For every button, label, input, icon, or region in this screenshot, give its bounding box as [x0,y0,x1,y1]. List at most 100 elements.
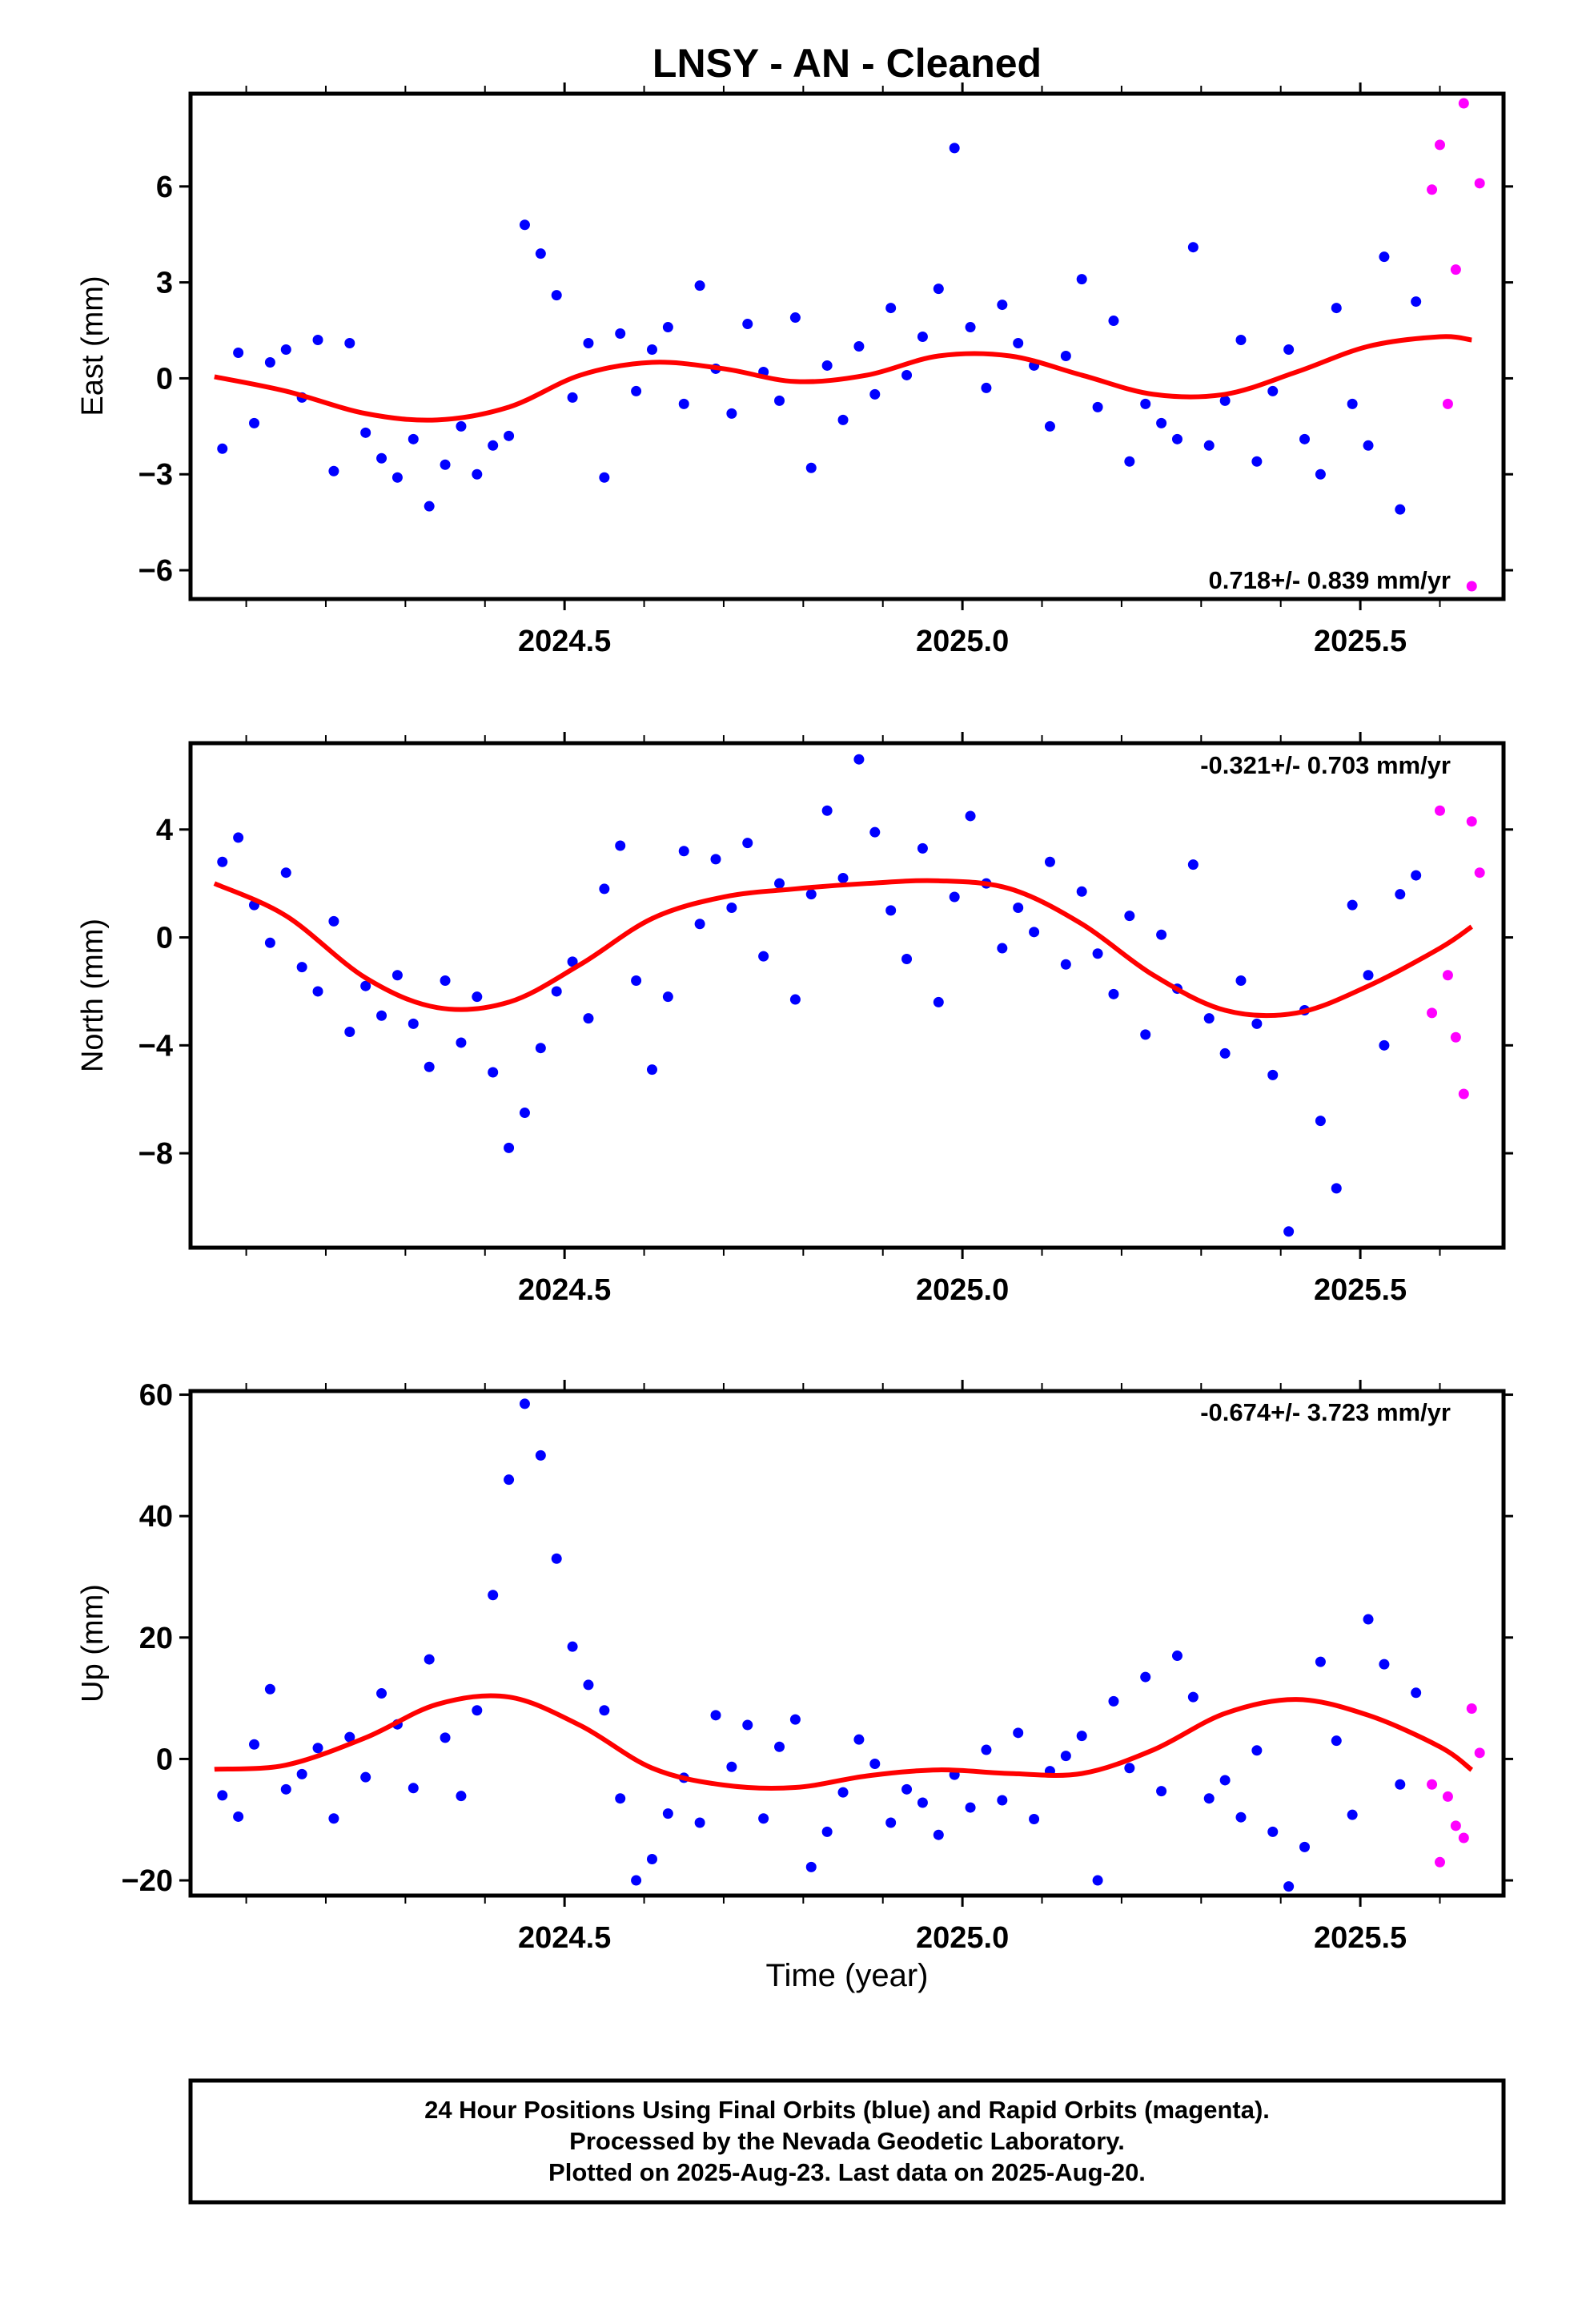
north-rapid-point [1458,1088,1469,1100]
north-final-point [519,1108,530,1119]
up-final-point [965,1802,976,1813]
east-final-point [217,443,228,454]
east-final-point [249,417,260,428]
east-y-tick-label: 3 [156,267,173,300]
north-final-point [1187,859,1199,870]
east-final-point [981,382,992,393]
east-rapid-point [1434,139,1445,151]
up-final-point [742,1719,753,1731]
east-final-point [391,472,403,483]
east-x-tick-label: 2024.5 [518,625,611,658]
east-fit-curve [214,334,1472,423]
up-rapid-point [1442,1791,1453,1802]
north-final-point [885,905,897,916]
up-final-point [280,1783,291,1795]
x-axis-label: Time (year) [766,1958,929,1993]
north-y-axis-label: North (mm) [76,919,110,1072]
east-final-point [1219,395,1231,406]
up-final-point [535,1449,546,1461]
east-final-point [1187,242,1199,253]
up-final-point [901,1783,913,1795]
up-final-point [1156,1786,1167,1797]
north-final-point [504,1142,515,1153]
up-final-point [344,1731,355,1743]
east-final-point [805,462,817,473]
east-final-point [535,248,546,259]
north-final-point [805,889,817,900]
east-final-point [917,332,928,343]
north-final-point [567,956,578,967]
north-fit-curve [213,878,1473,1019]
up-final-point [583,1679,594,1691]
east-final-point [1363,440,1374,451]
north-x-tick-label: 2024.5 [518,1273,611,1307]
north-final-point [726,903,737,914]
east-final-point [933,283,944,295]
east-final-point [646,344,657,355]
north-final-point [1219,1047,1231,1059]
up-final-point [1363,1614,1374,1625]
north-final-point [1363,970,1374,981]
east-final-point [678,398,689,409]
footer-box: 24 Hour Positions Using Final Orbits (bl… [188,2078,1506,2205]
east-final-point [821,360,833,371]
up-final-point [551,1553,562,1564]
north-final-point [1092,948,1103,959]
north-final-point [408,1018,419,1029]
north-final-point [789,994,801,1005]
north-final-point [1267,1069,1279,1080]
up-final-point [1411,1687,1422,1699]
up-final-point [1299,1841,1311,1852]
up-final-point [726,1761,737,1772]
up-rate-label: -0.674+/- 3.723 mm/yr [1200,1398,1451,1426]
north-final-point [1156,929,1167,940]
north-y-tick-label: −8 [139,1137,173,1171]
up-final-point [472,1705,483,1716]
north-final-point [1283,1226,1295,1237]
up-final-point [1267,1826,1279,1837]
east-rate-label: 0.718+/- 0.839 mm/yr [1209,566,1451,594]
up-y-tick-label: −20 [122,1864,173,1898]
north-final-point [678,846,689,857]
north-final-point [662,991,673,1003]
up-final-point [249,1739,260,1750]
up-final-point [1315,1656,1326,1667]
east-final-point [789,312,801,324]
east-final-point [1331,303,1342,314]
north-final-point [1379,1039,1390,1051]
up-final-point [615,1793,626,1804]
chart-title: LNSY - AN - Cleaned [652,41,1042,86]
up-final-point [853,1734,865,1745]
east-final-point [965,322,976,333]
up-final-point [758,1813,769,1824]
east-final-point [662,322,673,333]
up-panel: −20 0 20 40 60 2024.5 2025.0 2025.5 Up (mm) -0.67… [76,1379,1513,1955]
north-plot-frame [188,741,1506,1250]
north-final-point [615,840,626,851]
up-final-point [997,1795,1008,1806]
east-final-point [949,143,960,154]
north-rapid-point [1450,1031,1461,1043]
up-final-point [1219,1775,1231,1786]
up-final-point [217,1790,228,1801]
east-rapid-point [1442,398,1453,409]
up-final-point [805,1861,817,1872]
east-final-point [328,465,339,476]
up-final-point [296,1768,307,1779]
north-final-point [1331,1183,1342,1194]
north-final-point [1013,903,1024,914]
north-final-point [296,962,307,973]
east-y-tick-label: −3 [139,458,173,492]
east-final-point [472,468,483,480]
north-final-point [774,878,785,889]
east-final-point [567,392,578,403]
up-final-point [376,1688,387,1699]
north-final-point [917,842,928,854]
north-final-point [391,970,403,981]
east-final-point [694,280,705,292]
north-rapid-point [1466,816,1477,827]
up-plot-frame [188,1389,1506,1898]
east-final-point [599,472,610,483]
north-final-point [933,996,944,1007]
